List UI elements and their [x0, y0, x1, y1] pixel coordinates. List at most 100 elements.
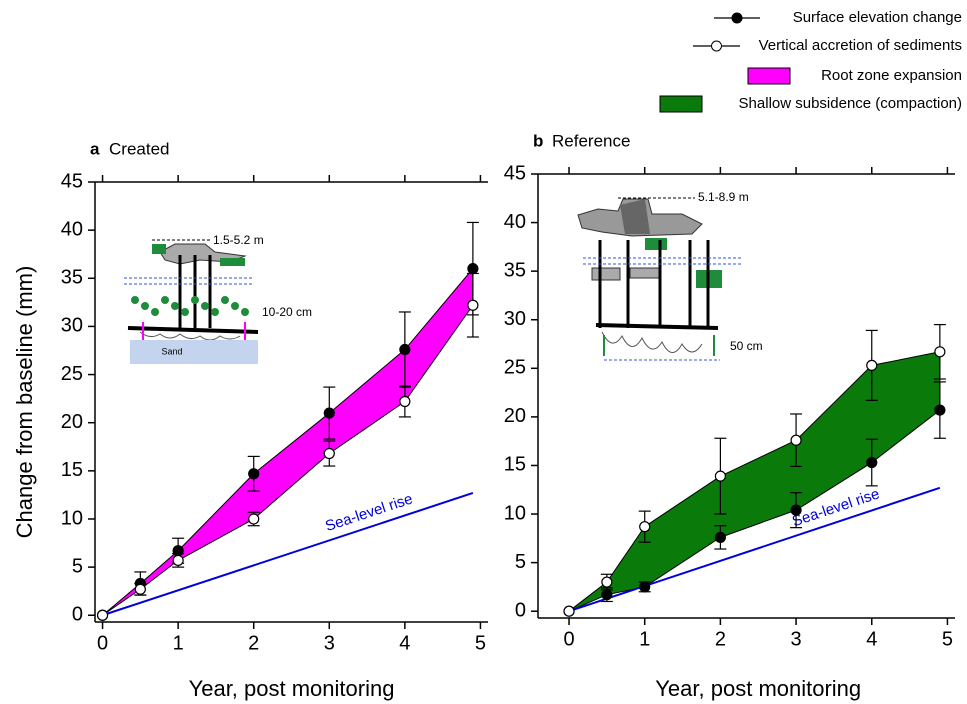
y-tick-label: 30: [61, 315, 83, 337]
data-point: [248, 468, 260, 480]
y-tick-label: 40: [61, 218, 83, 240]
inset-illustration: [124, 239, 259, 364]
x-axis-label: Year, post monitoring: [655, 676, 861, 701]
data-point: [323, 407, 335, 419]
x-tick-label: 4: [399, 632, 410, 654]
inset-ground: [595, 323, 719, 330]
y-tick-label: 0: [515, 599, 526, 621]
panel-letter: a: [90, 139, 100, 158]
data-point: [790, 504, 802, 516]
inset-canopy: [620, 199, 650, 234]
x-tick-label: 2: [248, 632, 259, 654]
y-tick-label: 35: [504, 259, 526, 281]
data-point: [790, 434, 802, 446]
inset-label: 10-20 cm: [262, 305, 312, 319]
inset-plant: [221, 296, 229, 304]
inset-plant: [241, 308, 249, 316]
y-tick-label: 5: [515, 551, 526, 573]
inset-plant: [211, 308, 219, 316]
y-tick-label: 40: [504, 211, 526, 233]
y-tick-label: 10: [504, 502, 526, 524]
x-tick-label: 3: [791, 628, 802, 650]
x-tick-label: 1: [173, 632, 184, 654]
inset-leaf: [220, 258, 245, 266]
legend-marker: [711, 40, 722, 52]
y-tick-label: 15: [61, 459, 83, 481]
trend-line: [102, 492, 474, 617]
inset-plant: [231, 302, 239, 310]
x-axis-label: Year, post monitoring: [189, 676, 395, 701]
band-area: [102, 267, 474, 616]
band-area: [568, 351, 941, 612]
x-tick-label: 5: [475, 632, 486, 654]
x-tick-label: 2: [715, 628, 726, 650]
legend-swatch: [747, 67, 791, 85]
y-tick-label: 25: [504, 357, 526, 379]
inset-leaf: [629, 267, 661, 279]
trend-line: [568, 486, 941, 613]
x-tick-label: 4: [866, 628, 877, 650]
inset-plant: [151, 308, 159, 316]
inset-leaf: [591, 267, 621, 281]
panel-title: Created: [109, 139, 169, 158]
data-point: [172, 545, 184, 557]
y-tick-label: 0: [72, 604, 83, 626]
data-point: [467, 299, 479, 311]
y-axis-label: Change from baseline (mm): [12, 266, 37, 539]
data-point: [563, 605, 575, 617]
data-point: [399, 395, 411, 408]
inset-plant: [171, 302, 179, 310]
trend-label: Sea-level rise: [323, 490, 415, 535]
y-tick-label: 20: [61, 411, 83, 433]
data-point: [248, 513, 260, 525]
y-tick-label: 35: [61, 267, 83, 289]
y-tick-label: 45: [504, 162, 526, 184]
data-point: [601, 589, 613, 601]
inset-plant: [141, 302, 149, 310]
x-tick-label: 0: [563, 628, 574, 650]
inset-sand: [130, 340, 258, 364]
legend-label: Root zone expansion: [821, 67, 962, 84]
data-point: [714, 470, 726, 482]
legend: Surface elevation change Vertical accreti…: [659, 9, 962, 113]
legend-label: Vertical accretion of sediments: [759, 37, 962, 54]
x-tick-label: 3: [324, 632, 335, 654]
inset-plant: [201, 302, 209, 310]
inset-leaf: [645, 238, 667, 250]
legend-swatch: [659, 95, 703, 113]
legend-label: Shallow subsidence (compaction): [739, 95, 962, 112]
inset-plant: [181, 308, 189, 316]
data-point: [866, 456, 878, 469]
inset-ground: [127, 326, 259, 334]
inset-plant: [191, 296, 199, 304]
inset-label: 1.5-5.2 m: [213, 233, 264, 247]
inset-plant: [131, 296, 139, 304]
data-point: [934, 346, 946, 358]
panel-title: Reference: [552, 131, 630, 150]
inset-label: 5.1-8.9 m: [698, 190, 749, 204]
y-tick-label: 5: [72, 555, 83, 577]
y-tick-label: 30: [504, 308, 526, 330]
data-point: [934, 404, 946, 416]
inset-plant: [161, 296, 169, 304]
y-tick-label: 20: [504, 405, 526, 427]
data-point: [601, 576, 613, 588]
data-point: [399, 343, 411, 356]
data-point: [467, 263, 479, 275]
data-point: [639, 521, 651, 533]
inset-roots: [139, 331, 241, 341]
data-point: [323, 447, 335, 460]
data-point: [134, 583, 146, 595]
y-tick-label: 10: [61, 507, 83, 529]
inset-label: Sand: [161, 346, 182, 356]
y-tick-label: 25: [61, 363, 83, 385]
inset-label: 50 cm: [730, 339, 763, 353]
legend-label: Surface elevation change: [793, 9, 962, 26]
legend-marker: [731, 12, 743, 24]
panel-letter: b: [533, 131, 543, 150]
data-point: [639, 581, 651, 593]
y-tick-label: 15: [504, 454, 526, 476]
data-point: [96, 609, 109, 621]
inset-leaf: [152, 244, 166, 254]
